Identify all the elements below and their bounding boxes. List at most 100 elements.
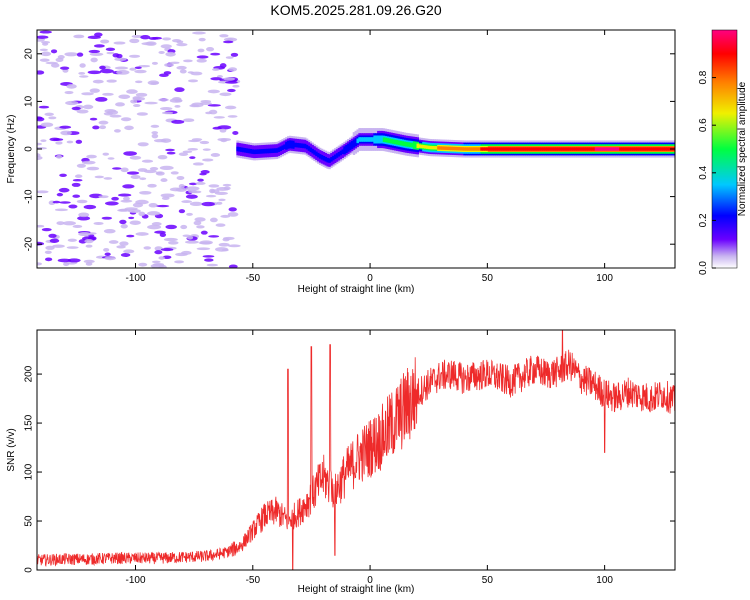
spectrogram-noise-blob bbox=[119, 241, 129, 246]
spectrogram-noise-blob bbox=[57, 258, 72, 263]
spectrogram-noise-blob bbox=[218, 198, 226, 202]
spectrogram-signal-cell bbox=[311, 148, 314, 154]
spectrogram-noise-blob bbox=[112, 167, 122, 170]
spectrogram-noise-blob bbox=[83, 204, 97, 210]
spectrogram-noise-blob bbox=[227, 88, 236, 93]
spectrogram-noise-blob bbox=[92, 125, 100, 130]
spectrogram-signal-cell bbox=[412, 143, 416, 148]
spectrogram-noise-blob bbox=[166, 151, 176, 155]
x-tick-label: 100 bbox=[596, 575, 613, 586]
spectrogram-signal-cell bbox=[362, 137, 365, 142]
spectrogram-noise-blob bbox=[158, 73, 169, 77]
spectrogram-noise-blob bbox=[72, 178, 83, 182]
spectrogram-signal-cell bbox=[305, 144, 309, 150]
spectrogram-noise-blob bbox=[160, 106, 173, 111]
spectrogram-noise-blob bbox=[75, 139, 83, 144]
spectrogram-signal-cell bbox=[624, 147, 628, 151]
spectrogram-noise-blob bbox=[185, 194, 198, 199]
spectrogram-noise-blob bbox=[78, 212, 90, 218]
spectrogram-noise-blob bbox=[103, 228, 116, 234]
spectrogram-noise-blob bbox=[192, 162, 204, 166]
spectrogram-noise-blob bbox=[165, 224, 178, 230]
spectrogram-noise-blob bbox=[40, 139, 47, 143]
spectrogram-signal-cell bbox=[365, 137, 369, 142]
spectrogram-noise-blob bbox=[199, 101, 212, 106]
spectrogram-signal-cell bbox=[525, 147, 528, 151]
spectrogram-noise-blob bbox=[181, 250, 192, 255]
spectrogram-noise-blob bbox=[99, 65, 106, 70]
spectrogram-signal-cell bbox=[583, 147, 586, 151]
spectrogram-signal-cell bbox=[262, 148, 266, 154]
spectrogram-signal-track bbox=[236, 128, 675, 173]
spectrogram-signal-cell bbox=[437, 146, 440, 150]
spectrogram-noise-blob bbox=[160, 44, 172, 49]
spectrogram-noise-blob bbox=[115, 102, 125, 107]
spectrogram-noise-blob bbox=[85, 262, 93, 266]
spectrogram-noise-blob bbox=[227, 212, 239, 217]
spectrogram-signal-cell bbox=[628, 147, 632, 151]
spectrogram-noise-blob bbox=[185, 240, 199, 244]
spectrogram-noise-blob bbox=[66, 246, 79, 249]
spectrogram-noise-blob bbox=[134, 69, 147, 74]
spectrogram-noise-blob bbox=[147, 224, 162, 230]
spectrogram-noise-blob bbox=[207, 89, 220, 94]
spectrogram-signal-cell bbox=[315, 151, 318, 157]
spectrogram-noise-blob bbox=[137, 142, 149, 147]
y-tick-label: 200 bbox=[24, 365, 35, 382]
spectrogram-noise-blob bbox=[37, 70, 45, 75]
spectrogram-signal-cell bbox=[508, 147, 511, 151]
spectrogram-noise-blob bbox=[145, 41, 157, 46]
spectrogram-signal-cell bbox=[555, 147, 558, 151]
spectrogram-signal-cell bbox=[596, 147, 600, 151]
spectrogram-signal-cell bbox=[521, 147, 525, 151]
spectrogram-noise-blob bbox=[112, 53, 120, 58]
spectrogram-noise-blob bbox=[54, 208, 68, 212]
spectrogram-noise-blob bbox=[161, 196, 170, 201]
spectrogram-signal-cell bbox=[281, 145, 284, 150]
spectrogram-signal-cell bbox=[502, 147, 506, 151]
spectrogram-signal-cell bbox=[559, 147, 562, 151]
spectrogram-noise-blob bbox=[150, 124, 160, 128]
spectrogram-noise-blob bbox=[114, 129, 121, 133]
spectrogram-noise-blob bbox=[65, 100, 79, 106]
spectrogram-signal-cell bbox=[630, 147, 633, 151]
spectrogram-noise-blob bbox=[124, 125, 134, 131]
spectrogram-noise-blob bbox=[147, 183, 157, 188]
spectrogram-noise-blob bbox=[73, 34, 85, 39]
spectrogram-noise-blob bbox=[106, 110, 119, 115]
spectrogram-noise-blob bbox=[197, 178, 204, 182]
snr-series-line bbox=[37, 330, 675, 570]
spectrogram-signal-cell bbox=[534, 147, 538, 151]
spectrogram-noise-blob bbox=[210, 153, 221, 157]
spectrogram-signal-cell bbox=[409, 142, 412, 148]
spectrogram-signal-cell bbox=[348, 143, 352, 149]
spectrogram-signal-cell bbox=[545, 147, 549, 151]
spectrogram-noise-blob bbox=[169, 61, 180, 64]
spectrogram-signal-cell bbox=[324, 156, 328, 162]
spectrogram-noise-blob bbox=[56, 221, 65, 226]
colorbar-tick-label: 0.8 bbox=[698, 70, 709, 84]
spectrogram-noise-blob bbox=[40, 122, 54, 127]
spectrogram-noise-blob bbox=[41, 41, 51, 44]
colorbar-tick-label: 0.0 bbox=[698, 261, 709, 275]
spectrogram-signal-cell bbox=[410, 142, 414, 148]
spectrogram-noise-blob bbox=[106, 79, 117, 83]
spectrogram-noise-blob bbox=[186, 212, 193, 216]
spectrogram-signal-cell bbox=[272, 148, 275, 153]
spectrogram-noise-blob bbox=[174, 105, 181, 108]
spectrogram-noise-blob bbox=[219, 92, 232, 97]
spectrogram-noise-blob bbox=[55, 154, 63, 159]
spectrogram-noise-blob bbox=[79, 75, 89, 78]
spectrogram-signal-cell bbox=[538, 147, 541, 151]
spectrogram-noise-blob bbox=[204, 258, 214, 262]
spectrogram-signal-cell bbox=[296, 142, 299, 148]
spectrogram-noise-blob bbox=[174, 87, 185, 93]
spectrogram-signal-cell bbox=[506, 147, 510, 151]
spectrogram-signal-cell bbox=[429, 145, 433, 150]
spectrogram-signal-cell bbox=[294, 142, 298, 148]
spectrogram-signal-cell bbox=[457, 147, 461, 151]
spectrogram-noise-blob bbox=[116, 70, 130, 75]
spectrogram-noise-blob bbox=[129, 155, 142, 160]
spectrogram-noise-blob bbox=[118, 208, 128, 212]
spectrogram-noise-blob bbox=[199, 140, 210, 145]
